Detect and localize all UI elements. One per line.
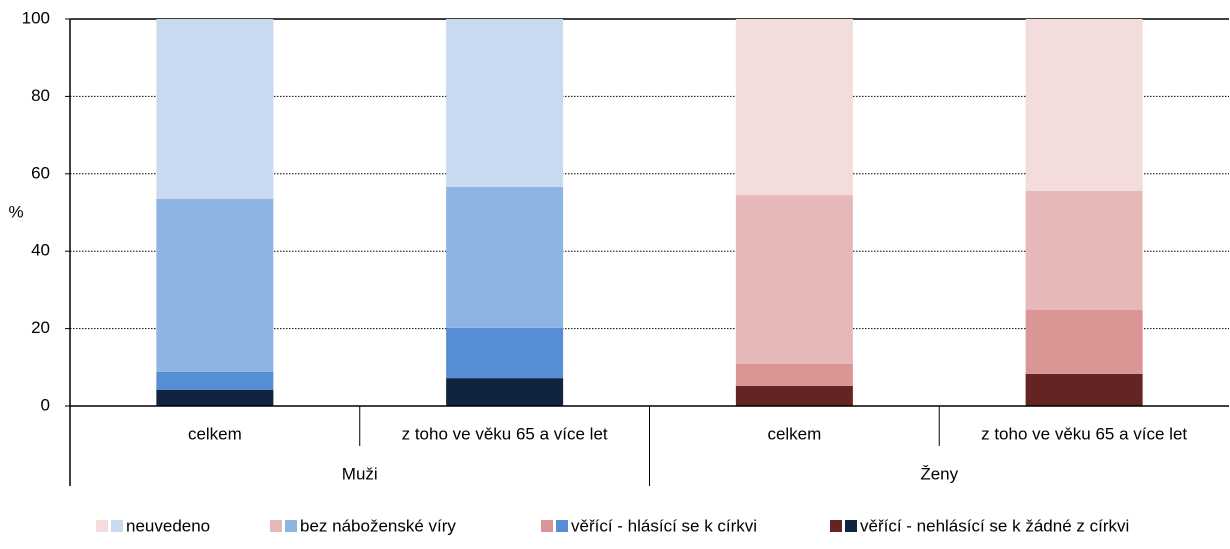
legend-label: neuvedeno (126, 516, 210, 535)
bar-segment (446, 378, 564, 406)
legend-swatch (830, 520, 842, 532)
y-tick-label: 0 (41, 395, 50, 414)
bar-segment (446, 327, 564, 379)
bar-segment (735, 363, 853, 386)
legend-swatch (845, 520, 857, 532)
bar-segment (1025, 373, 1143, 406)
legend-swatch (556, 520, 568, 532)
group-label: Muži (342, 464, 378, 483)
bar-segment (735, 19, 853, 196)
bar-segment (735, 195, 853, 364)
x-tick-label: z toho ve věku 65 a více let (981, 424, 1187, 443)
bar-segment (156, 389, 274, 406)
bar-segment (1025, 190, 1143, 311)
legend-label: věřící - nehlásící se k žádné z církvi (860, 516, 1129, 535)
bar-segment (156, 198, 274, 372)
y-tick-label: 60 (31, 163, 50, 182)
bar-segment (1025, 310, 1143, 374)
bar-segment (156, 19, 274, 199)
x-tick-label: celkem (188, 424, 242, 443)
y-tick-label: 100 (22, 8, 50, 27)
legend-swatch (541, 520, 553, 532)
legend-label: věřící - hlásící se k církvi (571, 516, 757, 535)
bar-segment (446, 19, 564, 187)
legend-swatch (111, 520, 123, 532)
bar-segment (1025, 19, 1143, 191)
y-tick-label: 40 (31, 241, 50, 260)
legend-swatch (270, 520, 282, 532)
y-tick-label: 20 (31, 318, 50, 337)
x-tick-label: z toho ve věku 65 a více let (402, 424, 608, 443)
legend-swatch (96, 520, 108, 532)
legend-label: bez náboženské víry (300, 516, 456, 535)
group-label: Ženy (920, 464, 958, 483)
y-axis-label: % (8, 202, 23, 221)
x-tick-label: celkem (767, 424, 821, 443)
bar-segment (446, 186, 564, 328)
bar-segment (156, 371, 274, 390)
y-tick-label: 80 (31, 86, 50, 105)
legend-swatch (285, 520, 297, 532)
bar-segment (735, 385, 853, 406)
